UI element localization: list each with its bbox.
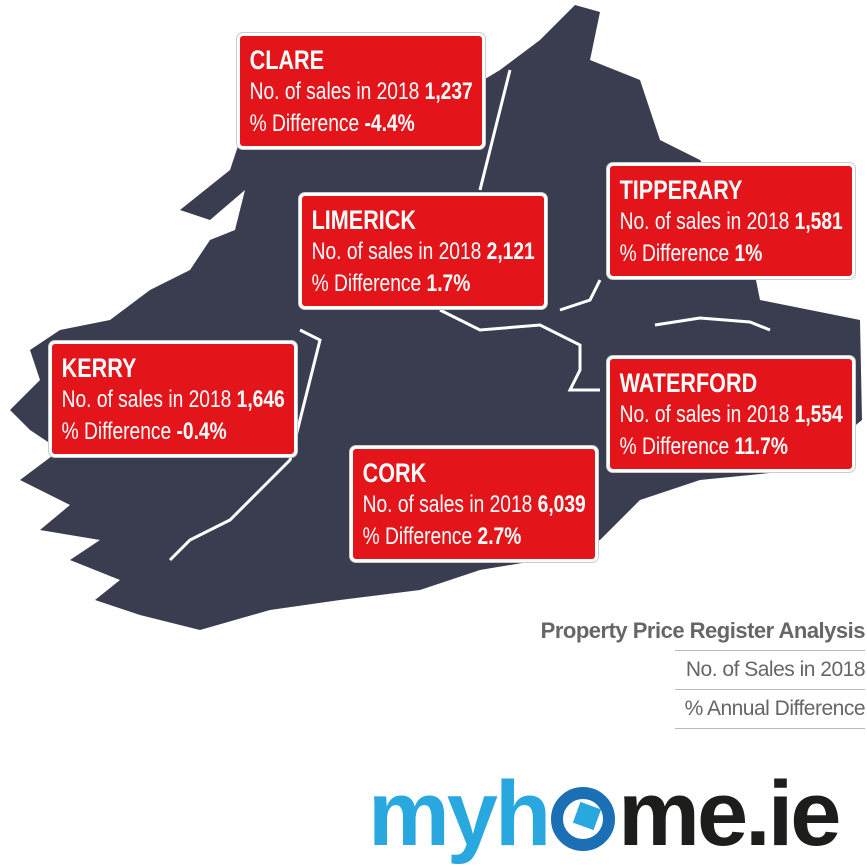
sales-value: 2,121 [486,238,535,265]
border [654,316,771,332]
logo-icon [551,787,616,851]
region-name: WATERFORD [619,368,758,398]
region-text: CORK No. of sales in 2018 6,039% Differen… [353,449,595,553]
region-text: WATERFORD No. of sales in 2018 1,554% Dif… [610,359,852,463]
region-name: KERRY [61,353,137,383]
sales-line: No. of sales in 2018 6,039 [362,489,595,521]
sales-value: 6,039 [537,491,586,518]
sales-line: No. of sales in 2018 1,581 [619,206,852,238]
region-name: CORK [362,458,427,488]
diff-value: -0.4% [176,418,227,445]
diff-value: 1.7% [426,270,471,297]
diff-label: % Difference [311,270,422,297]
map [10,5,862,630]
sales-label: No. of sales in 2018 [619,401,790,428]
region-name: TIPPERARY [619,175,743,205]
sales-value: 1,646 [236,386,285,413]
legend-item: % Annual Difference [675,689,866,729]
border [439,308,600,392]
border [559,279,602,312]
border [478,69,512,191]
region-box: WATERFORD No. of sales in 2018 1,554% Dif… [607,356,855,472]
region-box: KERRY No. of sales in 2018 1,646% Differe… [49,341,297,457]
diff-label: % Difference [362,523,473,550]
diff-line: % Difference -4.4% [249,108,482,140]
land [10,5,862,630]
legend-item: No. of Sales in 2018 [675,650,866,689]
diff-value: 1% [734,240,763,267]
region-text: LIMERICK No. of sales in 2018 2,121% Diff… [302,196,544,300]
region-box: CLARE No. of sales in 2018 1,237% Differe… [237,33,485,149]
region-name: LIMERICK [311,205,416,235]
region-text: TIPPERARY No. of sales in 2018 1,581% Dif… [610,166,852,270]
diff-value: 11.7% [734,433,788,460]
diff-line: % Difference 11.7% [619,431,852,463]
diff-line: % Difference 1% [619,238,852,270]
sales-line: No. of sales in 2018 1,237 [249,76,482,108]
region-name: CLARE [249,45,324,75]
county-borders [168,69,771,562]
region-text: CLARE No. of sales in 2018 1,237% Differe… [240,36,482,140]
logo: myh me.ie [368,762,841,867]
logo-text: me.ie [618,763,841,865]
diff-line: % Difference -0.4% [61,416,294,448]
sales-line: No. of sales in 2018 1,646 [61,384,294,416]
sales-value: 1,554 [794,401,843,428]
sales-label: No. of sales in 2018 [362,491,533,518]
diff-line: % Difference 1.7% [311,268,544,300]
diff-value: 2.7% [477,523,522,550]
legend: Property Price Register Analysis No. of … [465,612,866,729]
diff-value: -4.4% [364,110,415,137]
sales-value: 1,581 [794,208,843,235]
diff-label: % Difference [249,110,360,137]
sales-label: No. of sales in 2018 [249,78,420,105]
region-text: KERRY No. of sales in 2018 1,646% Differe… [52,344,294,448]
sales-label: No. of sales in 2018 [61,386,232,413]
sales-label: No. of sales in 2018 [619,208,790,235]
diff-line: % Difference 2.7% [362,521,595,553]
region-box: LIMERICK No. of sales in 2018 2,121% Diff… [299,193,547,309]
sales-label: No. of sales in 2018 [311,238,482,265]
diff-label: % Difference [619,240,730,267]
sales-value: 1,237 [424,78,473,105]
diff-label: % Difference [619,433,730,460]
region-box: CORK No. of sales in 2018 6,039% Differen… [350,446,598,562]
region-box: TIPPERARY No. of sales in 2018 1,581% Dif… [607,163,855,279]
diff-label: % Difference [61,418,172,445]
legend-title: Property Price Register Analysis [540,618,866,643]
logo-text: myh [368,763,551,865]
sales-line: No. of sales in 2018 1,554 [619,399,852,431]
border [168,328,322,562]
sales-line: No. of sales in 2018 2,121 [311,236,544,268]
